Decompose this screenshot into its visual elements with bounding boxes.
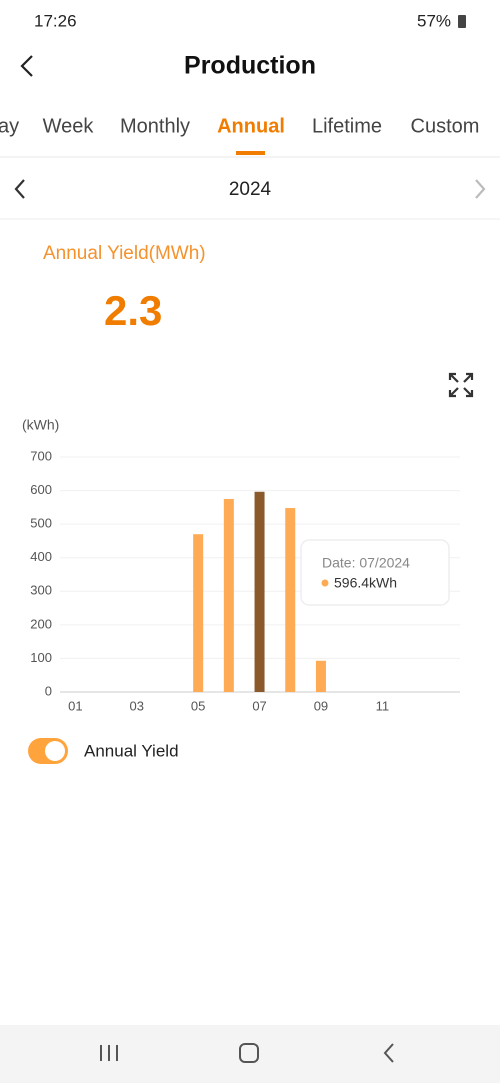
tooltip-dot: [321, 579, 329, 587]
x-tick-label: 03: [130, 698, 144, 713]
tooltip-date: Date: 07/2024: [322, 555, 410, 571]
summary-label: Annual Yield(MWh): [43, 243, 206, 264]
x-tick-label: 05: [191, 698, 205, 713]
y-tick-label: 600: [30, 482, 52, 497]
legend-label: Annual Yield: [84, 741, 179, 760]
tab[interactable]: Custom: [411, 115, 480, 137]
home[interactable]: [239, 1043, 259, 1063]
tab[interactable]: Lifetime: [312, 115, 382, 137]
x-tick-label: 11: [376, 698, 390, 713]
tooltip: [300, 539, 450, 606]
toggle-knob: [45, 741, 65, 761]
y-axis-label: (kWh): [22, 417, 59, 433]
bar: [315, 660, 326, 692]
x-tick-label: 01: [68, 698, 82, 713]
prev-year[interactable]: [14, 179, 25, 199]
tooltip-value: 596.4kWh: [334, 575, 397, 591]
y-tick-label: 700: [30, 448, 52, 463]
x-tick-label: 07: [252, 698, 266, 713]
back-button[interactable]: [20, 55, 33, 77]
tab[interactable]: Annual: [217, 115, 285, 137]
tab[interactable]: Monthly: [120, 115, 190, 137]
y-tick-label: 100: [30, 650, 52, 665]
tab[interactable]: ay: [0, 115, 19, 137]
status-time: 17:26: [34, 11, 77, 30]
bar: [193, 534, 204, 692]
tab[interactable]: Week: [43, 115, 95, 137]
next-year[interactable]: [475, 179, 486, 199]
y-tick-label: 0: [45, 683, 52, 698]
x-tick-label: 09: [314, 698, 328, 713]
chart: 0 100 200 300 400 500 600 700 01 03 05 07 09 11: [30, 448, 460, 713]
y-tick-label: 200: [30, 616, 52, 631]
y-tick-label: 500: [30, 516, 52, 531]
summary-value: 2.3: [104, 287, 162, 334]
y-tick-label: 300: [30, 583, 52, 598]
bar: [254, 491, 265, 692]
bar: [285, 508, 296, 692]
battery-icon: [458, 15, 466, 28]
page-title: Production: [184, 52, 316, 80]
recent-apps[interactable]: [100, 1045, 118, 1061]
year: 2024: [229, 179, 272, 200]
tab-bar: ay Week Monthly Annual Lifetime Custom: [0, 115, 479, 137]
nav-back[interactable]: [383, 1043, 394, 1063]
expand-icon[interactable]: [448, 372, 474, 398]
y-tick-label: 400: [30, 549, 52, 564]
tab-indicator: [236, 151, 265, 155]
bar: [223, 498, 234, 692]
status-battery: 57%: [417, 11, 451, 30]
nav-bar: [0, 1025, 500, 1083]
